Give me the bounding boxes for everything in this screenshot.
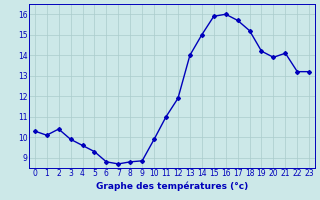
X-axis label: Graphe des températures (°c): Graphe des températures (°c) xyxy=(96,181,248,191)
